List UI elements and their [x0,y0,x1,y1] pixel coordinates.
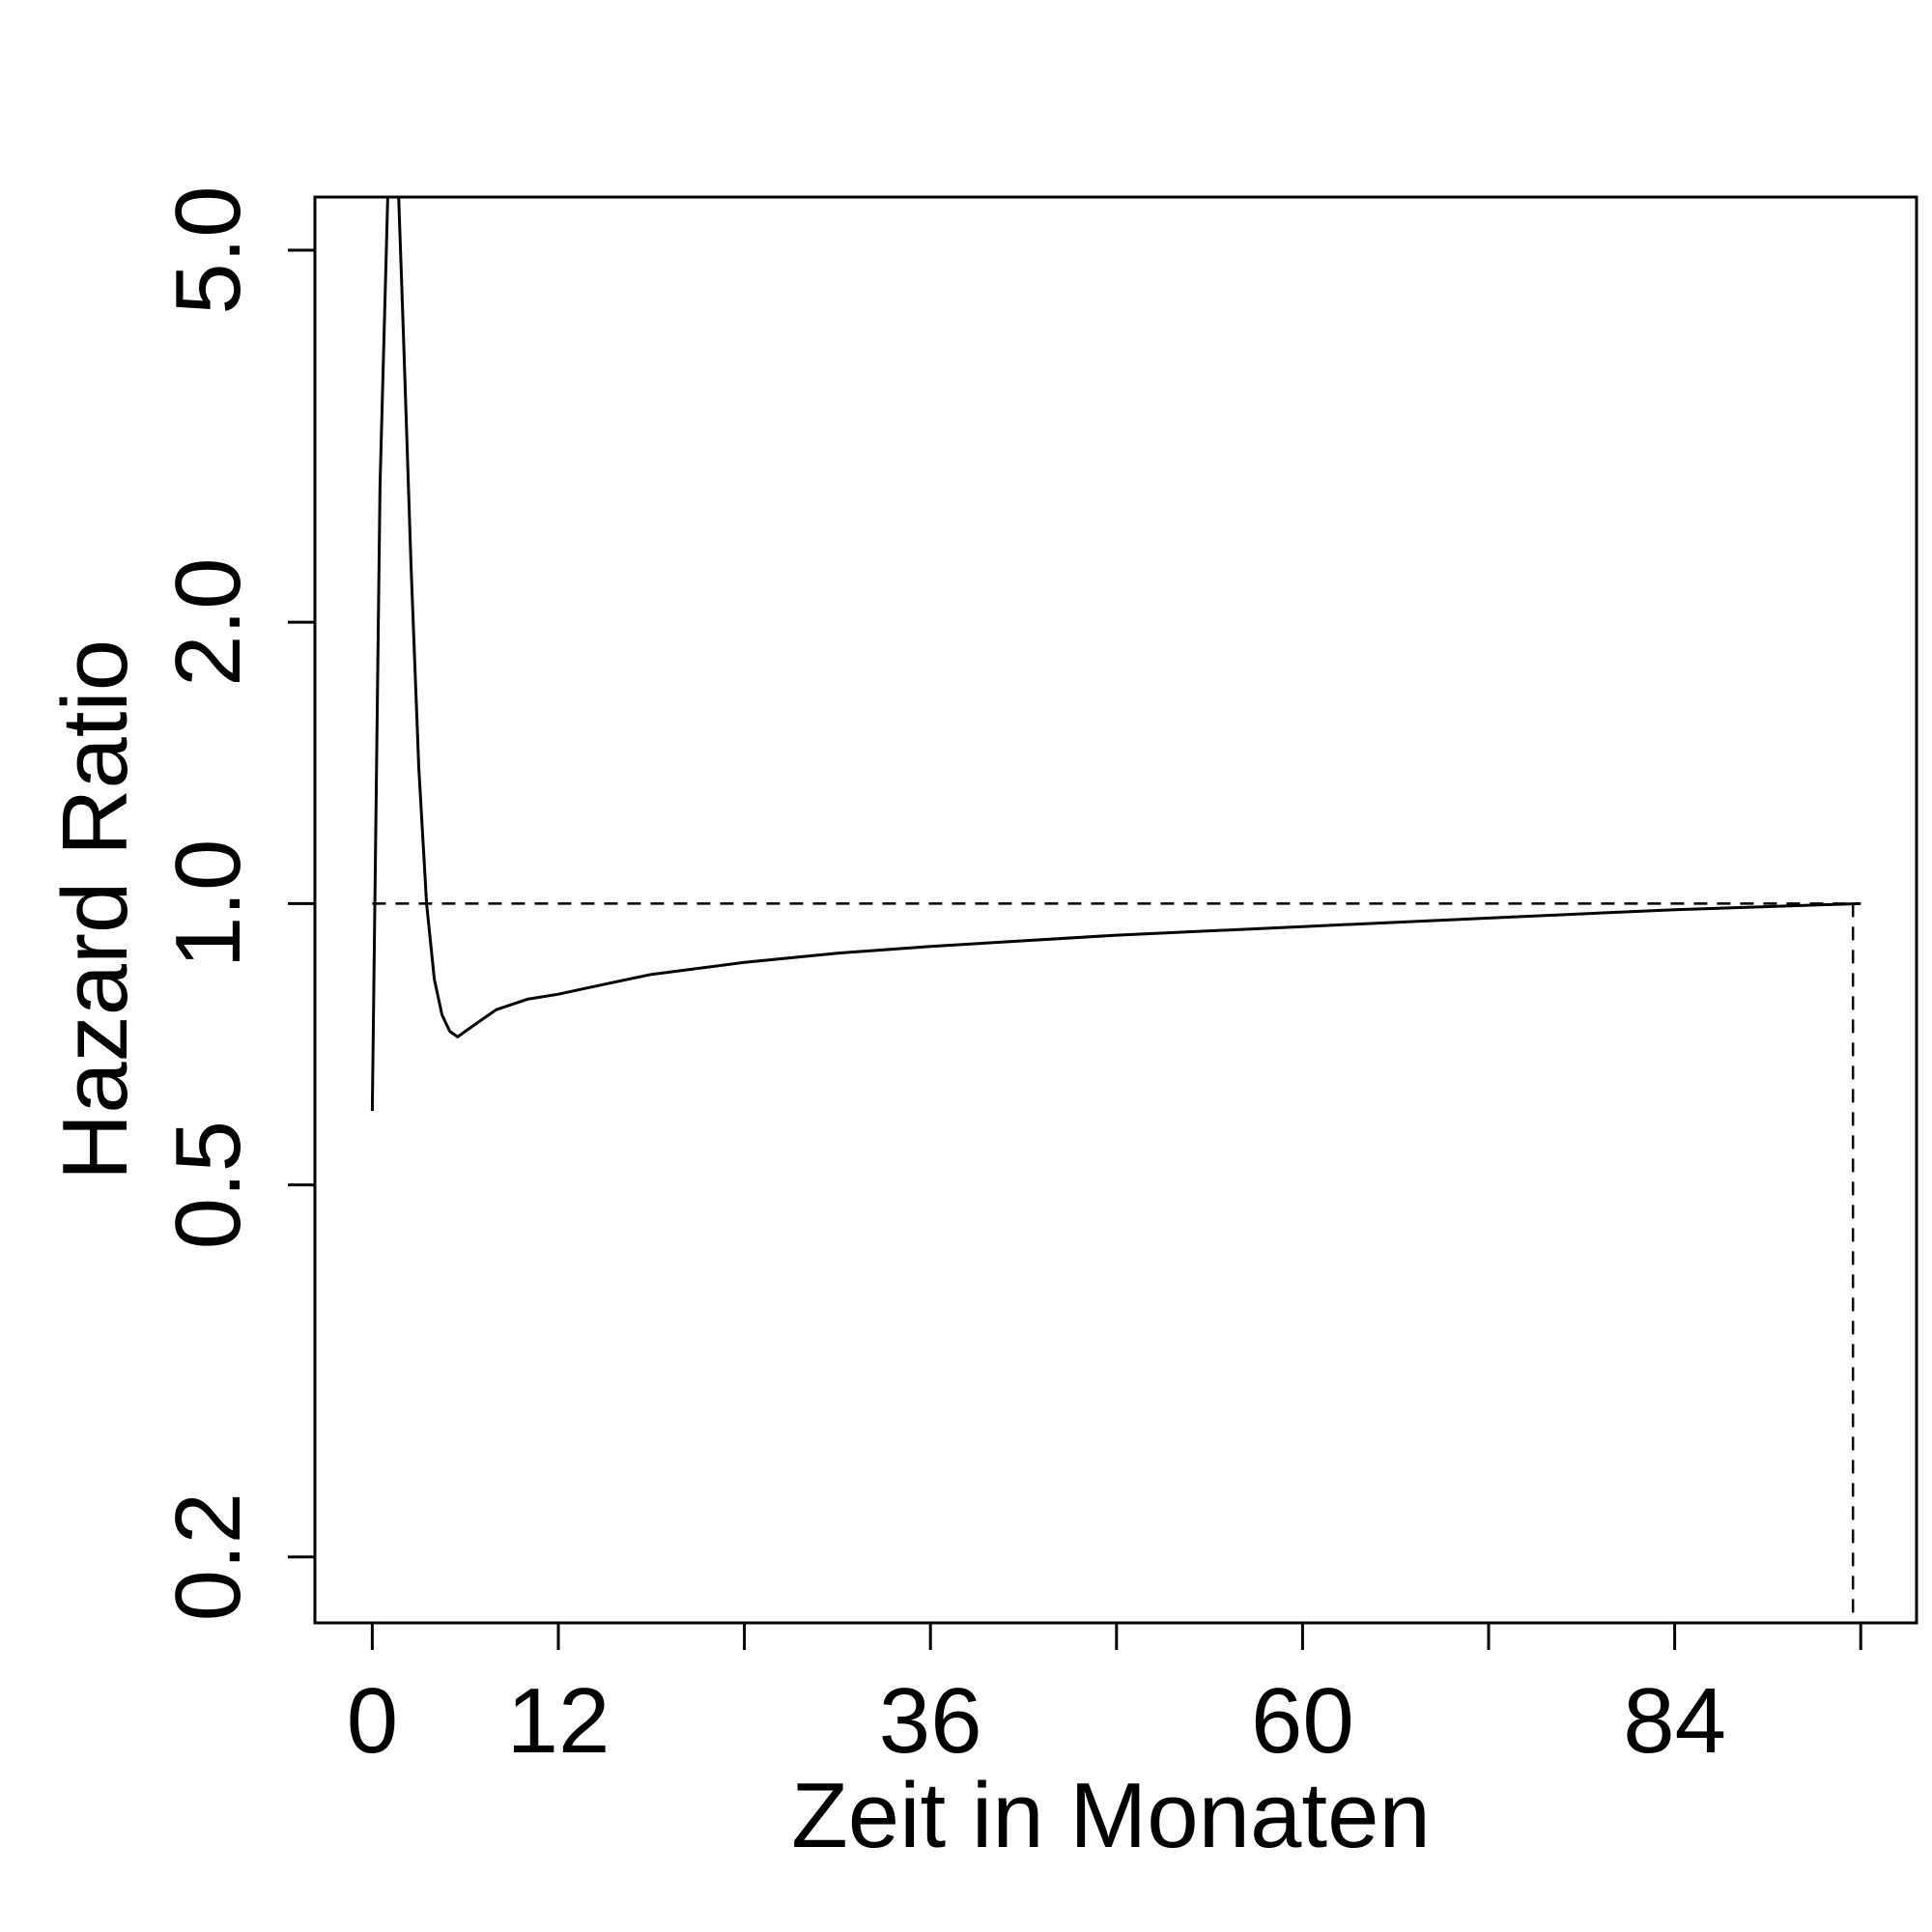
x-tick-label: 36 [879,1669,982,1773]
y-tick-label: 0.2 [156,1492,260,1621]
y-tick-label: 0.5 [156,1121,260,1249]
y-tick-label: 1.0 [156,839,260,968]
y-tick-label: 2.0 [156,557,260,686]
hazard-ratio-curve [370,195,1861,1112]
x-tick-label: 60 [1251,1669,1354,1773]
x-tick-label: 12 [507,1669,611,1773]
plot-frame [313,195,1918,1625]
x-tick-label: 84 [1623,1669,1726,1773]
y-axis-title: Hazard Ratio [43,639,147,1180]
reference-lines-layer [372,902,1861,1623]
series-layer [370,195,1861,1112]
x-tick-label: 0 [347,1669,398,1773]
axes-layer: 0 12 36 60 84 0.2 0.5 1.0 2.0 5.0 [156,185,1862,1773]
x-axis-title: Zeit in Monaten [791,1764,1431,1867]
y-tick-label: 5.0 [156,185,260,314]
